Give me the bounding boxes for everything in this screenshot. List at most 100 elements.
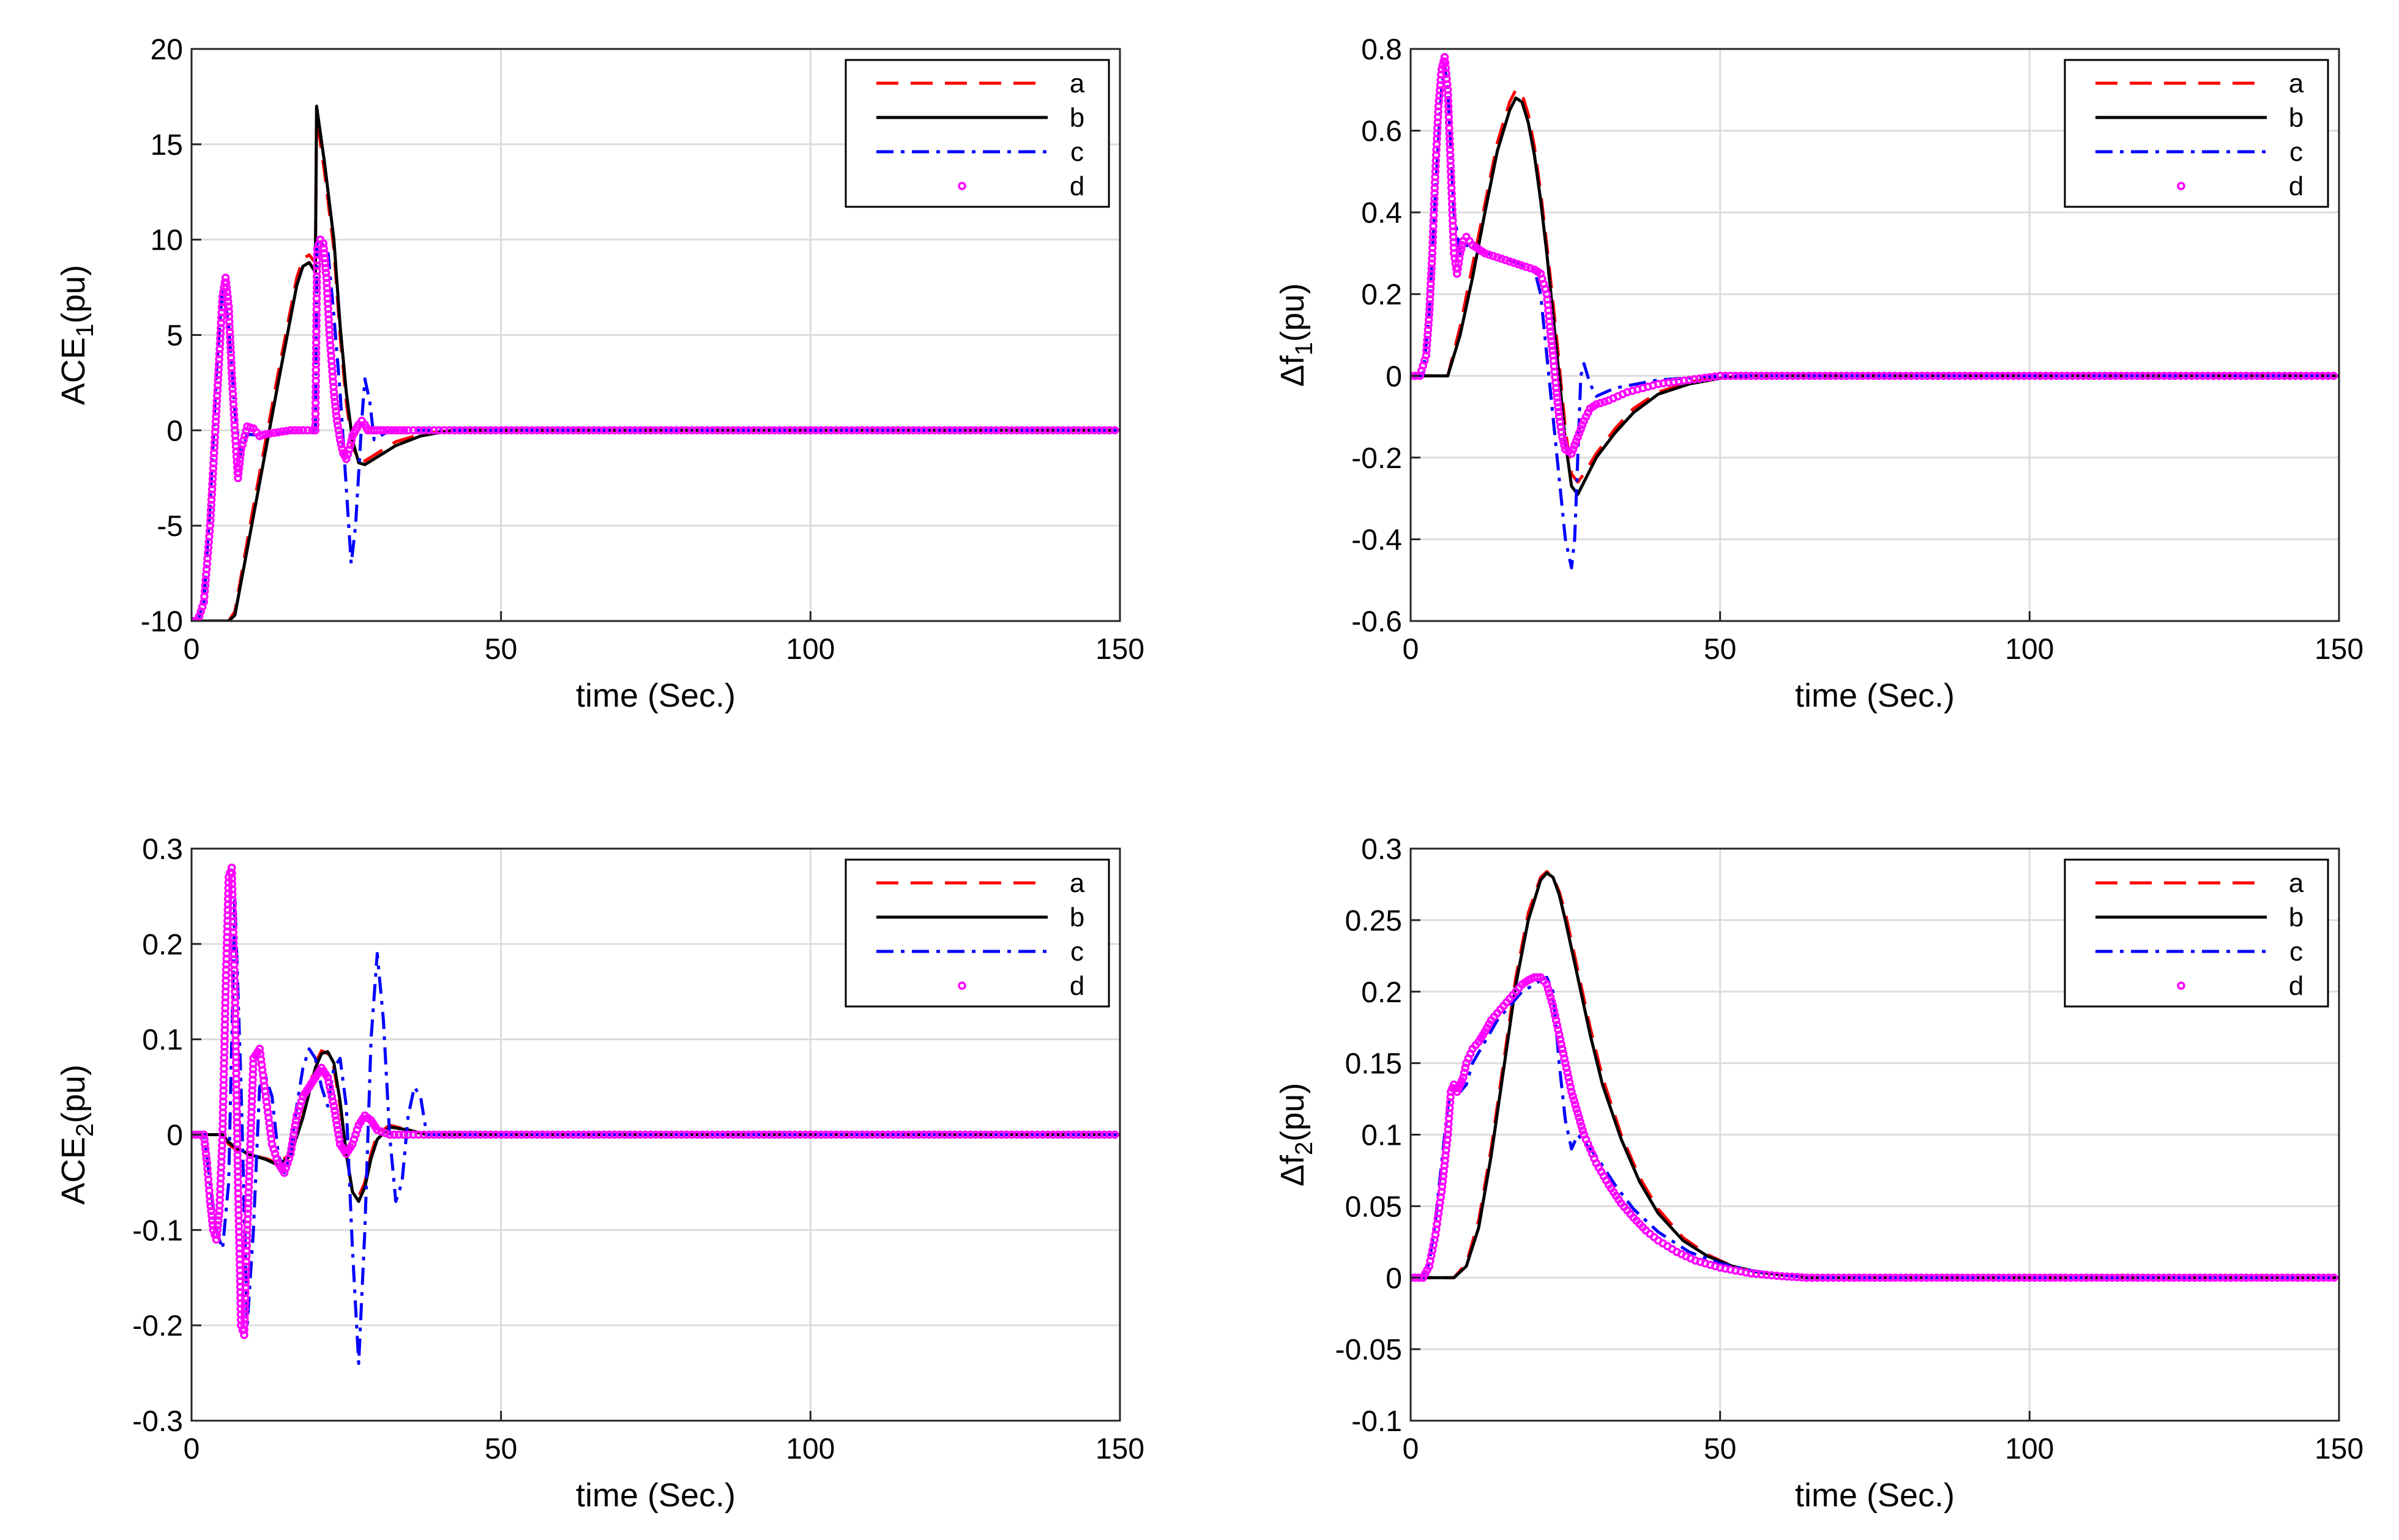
- marker-d: [1797, 1273, 1806, 1282]
- marker-d: [223, 288, 231, 297]
- y-tick-label: -0.3: [132, 1405, 183, 1438]
- marker-d: [237, 445, 245, 454]
- series-d-markers: [1411, 973, 2338, 1282]
- marker-d: [323, 1073, 332, 1082]
- x-tick-label: 100: [2005, 633, 2054, 666]
- marker-d: [331, 402, 340, 411]
- marker-d: [321, 259, 330, 267]
- y-axis-label-main: ACE: [55, 1137, 92, 1205]
- marker-d: [1553, 1021, 1562, 1030]
- marker-d: [206, 1202, 215, 1211]
- marker-d: [381, 1129, 390, 1137]
- marker-d: [334, 421, 342, 430]
- marker-d: [326, 1082, 334, 1092]
- marker-d: [1457, 245, 1466, 254]
- y-tick-label: -10: [141, 606, 183, 638]
- marker-d: [303, 426, 312, 435]
- legend-marker: [958, 182, 966, 190]
- y-axis-label: ACE1(pu): [55, 265, 99, 405]
- marker-d: [1569, 1092, 1577, 1101]
- marker-d: [320, 249, 329, 258]
- marker-d: [1554, 407, 1563, 417]
- marker-d: [347, 436, 356, 445]
- marker-d: [214, 1216, 223, 1225]
- marker-d: [1513, 259, 1523, 269]
- marker-d: [321, 264, 330, 272]
- marker-d: [1567, 1087, 1576, 1096]
- y-axis-label: Δf2(pu): [1274, 1083, 1318, 1186]
- marker-d: [345, 445, 354, 454]
- marker-d: [200, 1135, 209, 1144]
- y-tick-label: 0.6: [1361, 116, 1402, 148]
- marker-d: [329, 1102, 338, 1110]
- marker-d: [1493, 253, 1502, 262]
- marker-d: [1551, 384, 1561, 393]
- marker-d: [1567, 449, 1576, 458]
- marker-d: [1570, 1096, 1578, 1105]
- marker-d: [1788, 1273, 1796, 1281]
- marker-d: [2329, 371, 2338, 381]
- legend-label-b: b: [2289, 103, 2304, 133]
- marker-d: [1551, 1011, 1559, 1020]
- x-tick-label: 150: [1095, 1433, 1144, 1465]
- y-axis-label-subscript: 1: [72, 324, 99, 337]
- y-tick-label: -0.4: [1351, 524, 1402, 556]
- marker-d: [331, 1111, 340, 1120]
- marker-d: [1563, 1068, 1572, 1077]
- y-tick-label: 0.05: [1345, 1191, 1402, 1223]
- marker-d: [319, 244, 328, 253]
- marker-d: [288, 1140, 297, 1148]
- x-axis-label: time (Sec.): [576, 1477, 736, 1514]
- y-tick-label: 0.25: [1345, 905, 1402, 937]
- x-axis-label: time (Sec.): [576, 677, 736, 714]
- y-tick-label: 0: [166, 1120, 183, 1152]
- marker-d: [1546, 327, 1555, 336]
- y-tick-label: 0.15: [1345, 1048, 1402, 1081]
- marker-d: [1575, 429, 1584, 437]
- marker-d: [373, 1125, 382, 1134]
- marker-d: [337, 440, 346, 448]
- marker-d: [214, 1211, 223, 1220]
- marker-d: [330, 397, 340, 406]
- marker-d: [241, 431, 249, 440]
- marker-d: [1778, 1272, 1786, 1281]
- marker-d: [1437, 65, 1446, 74]
- marker-d: [207, 1207, 215, 1215]
- y-tick-label: -0.05: [1335, 1334, 1402, 1366]
- marker-d: [1576, 425, 1585, 433]
- y-tick-label: 0.1: [142, 1024, 183, 1057]
- marker-d: [1577, 1122, 1586, 1131]
- series-group: [1411, 869, 2339, 1282]
- series-b-line: [192, 105, 1120, 621]
- marker-d: [334, 1130, 343, 1139]
- marker-d: [1551, 1016, 1561, 1025]
- marker-d: [395, 426, 405, 435]
- marker-d: [1526, 264, 1535, 273]
- marker-d: [399, 1130, 408, 1139]
- marker-d: [1542, 980, 1551, 989]
- marker-d: [400, 426, 408, 435]
- marker-d: [234, 464, 244, 473]
- marker-d: [1547, 997, 1556, 1006]
- x-tick-label: 150: [2315, 633, 2364, 666]
- legend-sample-d: [958, 182, 966, 190]
- marker-d: [332, 1121, 341, 1129]
- x-tick-label: 100: [786, 633, 835, 666]
- y-axis-label-main: ACE: [55, 337, 92, 405]
- legend-marker: [2177, 182, 2185, 190]
- marker-d: [1562, 1063, 1571, 1073]
- x-tick-label: 50: [1704, 633, 1736, 666]
- marker-d: [1546, 332, 1555, 341]
- marker-d: [1461, 1063, 1470, 1073]
- marker-d: [1554, 403, 1562, 412]
- y-axis-label-suffix: (pu): [1274, 1083, 1311, 1142]
- y-tick-label: 5: [166, 320, 183, 352]
- marker-d: [299, 426, 307, 435]
- marker-d: [1546, 993, 1555, 1002]
- marker-d: [1522, 262, 1531, 271]
- marker-d: [1573, 433, 1582, 442]
- marker-d: [1559, 1049, 1568, 1058]
- marker-d: [1566, 1082, 1575, 1092]
- marker-d: [1110, 426, 1119, 435]
